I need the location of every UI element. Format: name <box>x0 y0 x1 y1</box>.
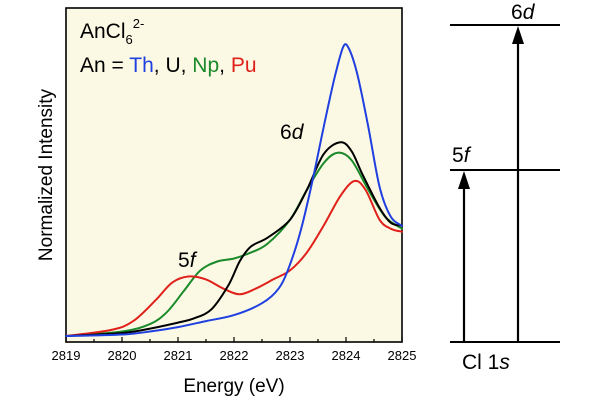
series-line-pu <box>65 179 403 337</box>
x-tick-label-2819: 2819 <box>52 348 81 363</box>
level-cl1s-main: Cl 1 <box>462 351 499 374</box>
x-tick-label-2821: 2821 <box>164 348 193 363</box>
legend-entry-pu: Pu <box>231 54 257 77</box>
level-5f-letter: f <box>464 144 472 167</box>
legend-sep-3: , <box>219 54 231 77</box>
arrowhead-5f <box>458 171 470 189</box>
legend: AnCl62- An = Th, U, Np, Pu <box>80 16 257 77</box>
x-tick-label-2823: 2823 <box>276 348 305 363</box>
level-cl1s-label: Cl 1s <box>462 351 510 374</box>
x-ticks: 2819 2820 2821 2822 2823 2824 2825 <box>52 337 417 363</box>
level-6d-label: 6d <box>511 1 536 24</box>
legend-sep-1: , <box>154 54 166 77</box>
legend-entry-np: Np <box>192 54 219 77</box>
x-tick-label-2820: 2820 <box>108 348 137 363</box>
series-layer <box>65 43 403 337</box>
annotation-6d-num: 6 <box>280 121 292 144</box>
annotation-5f-num: 5 <box>178 249 190 272</box>
level-6d-num: 6 <box>511 1 523 24</box>
legend-sep-2: , <box>181 54 193 77</box>
energy-level-diagram: 6d 5f Cl 1s <box>450 1 560 374</box>
level-cl1s-letter: s <box>499 351 510 374</box>
annotation-6d-letter: d <box>292 121 305 144</box>
level-6d-letter: d <box>523 1 536 24</box>
x-tick-label-2825: 2825 <box>388 348 417 363</box>
series-line-u <box>65 141 403 337</box>
legend-title-sub: 6 <box>126 32 133 47</box>
level-5f-label: 5f <box>452 144 472 167</box>
legend-title-sup: 2- <box>133 16 145 31</box>
x-tick-label-2822: 2822 <box>220 348 249 363</box>
legend-prefix: An = <box>80 54 129 77</box>
annotation-5f-letter: f <box>190 249 198 272</box>
legend-entries: An = Th, U, Np, Pu <box>80 54 257 77</box>
level-5f-num: 5 <box>452 144 464 167</box>
legend-entry-u: U <box>165 54 180 77</box>
legend-title-main: AnCl <box>80 20 126 43</box>
legend-title: AnCl62- <box>80 16 144 47</box>
annotation-6d: 6d <box>280 121 305 144</box>
annotation-5f: 5f <box>178 249 198 272</box>
x-axis-title: Energy (eV) <box>183 376 284 397</box>
series-line-np <box>65 151 403 337</box>
y-axis-title: Normalized Intensity <box>36 88 57 261</box>
x-tick-label-2824: 2824 <box>332 348 361 363</box>
legend-entry-th: Th <box>129 54 154 77</box>
series-line-th <box>65 43 403 337</box>
arrowhead-6d <box>512 26 524 44</box>
plot-area <box>65 7 403 343</box>
